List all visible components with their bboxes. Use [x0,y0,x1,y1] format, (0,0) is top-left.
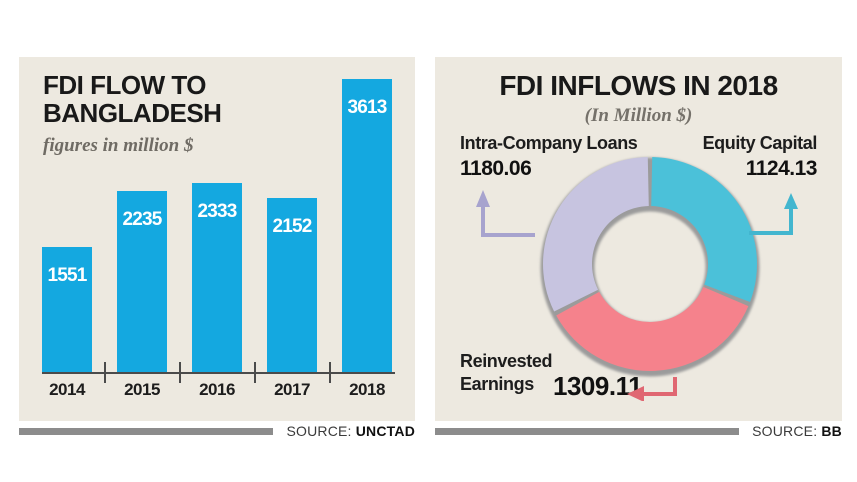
bar-2015[interactable]: 2235 [117,191,167,373]
x-tick-label-2018: 2018 [349,380,385,399]
bar-chart-title: FDI FLOW TO BANGLADESH [43,70,222,128]
label-intra-company-loans: Intra-Company Loans [460,133,638,153]
x-axis-tick [104,362,106,383]
value-equity-capital: 1124.13 [745,157,818,180]
label-reinvested-line2: Earnings [460,374,534,394]
x-axis-tick [254,362,256,383]
bar-chart-title-line2: BANGLADESH [43,98,222,128]
source-bar-left [19,427,274,435]
bar-group: 2235 2015 [117,191,167,399]
source-text-right: SOURCE: BB [752,423,842,439]
bar-group: 1551 2014 [42,247,92,399]
source-row-left: SOURCE: UNCTAD [19,423,415,439]
value-reinvested-earnings: 1309.11 [553,371,643,401]
label-reinvested-line1: Reinvested [460,351,553,371]
bar-chart-title-line1: FDI FLOW TO [43,70,207,100]
intra-loans-arrow-icon [476,190,535,237]
equity-capital-arrow-icon [749,193,798,235]
donut-chart [540,157,760,377]
x-tick-label-2015: 2015 [124,380,160,399]
x-axis-line [42,372,395,374]
bar-2014[interactable]: 1551 [42,247,92,373]
x-axis-tick [329,362,331,383]
x-tick-label-2017: 2017 [274,380,310,399]
bar-2016[interactable]: 2333 [192,183,242,373]
x-tick-label-2014: 2014 [49,380,85,399]
bar-chart-subtitle: figures in million $ [43,135,194,156]
x-axis-tick [179,362,181,383]
bar-plot: 1551 2014 2235 2015 2333 2016 2152 2017 3613 2018 [42,79,392,399]
bar-chart-panel: FDI FLOW TO BANGLADESH figures in million… [19,57,415,421]
source-label-left: SOURCE: [286,423,352,439]
donut-segment-reinvested-earnings[interactable] [556,286,749,372]
donut-chart-title: FDI INFLOWS IN 2018 [499,70,778,101]
donut-chart-panel: FDI INFLOWS IN 2018 (In Million $) Intra… [435,57,842,421]
bar-group: 3613 2018 [342,79,392,399]
reinvested-earnings-arrow-icon [627,377,677,401]
bar-group: 2333 2016 [192,183,242,399]
bar-value-label: 3613 [347,97,387,118]
value-intra-company-loans: 1180.06 [460,157,532,180]
bar-value-label: 2235 [122,209,162,230]
source-value-left: UNCTAD [355,423,415,439]
bar-value-label: 1551 [47,265,87,286]
source-text-left: SOURCE: UNCTAD [286,423,415,439]
source-label-right: SOURCE: [752,423,818,439]
label-reinvested-earnings: Reinvested Earnings [460,350,552,396]
bar-value-label: 2333 [197,201,237,222]
source-row-right: SOURCE: BB [435,423,842,439]
bar-2017[interactable]: 2152 [267,198,317,373]
bar-2018[interactable]: 3613 [342,79,392,373]
bar-group: 2152 2017 [267,198,317,399]
bar-value-label: 2152 [272,216,312,237]
label-equity-capital: Equity Capital [702,133,818,153]
x-tick-label-2016: 2016 [199,380,235,399]
donut-segment-intra-company-loans[interactable] [543,157,649,312]
donut-segment-equity-capital[interactable] [651,157,758,302]
source-value-right: BB [821,423,842,439]
source-bar-right [435,427,740,435]
donut-chart-wrap [532,146,768,382]
donut-chart-subtitle: (In Million $) [584,105,693,126]
